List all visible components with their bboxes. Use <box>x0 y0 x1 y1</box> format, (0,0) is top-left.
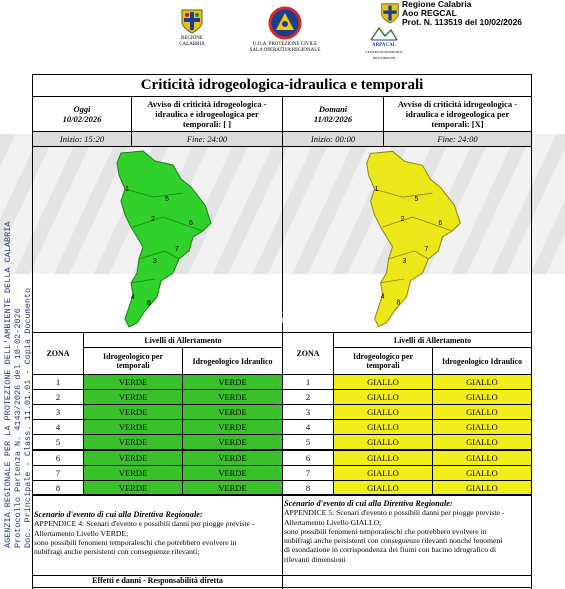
tomorrow-zone-number: 5 <box>282 434 334 451</box>
tomorrow-col-idraulico: Idrogeologico Idraulico <box>432 347 532 375</box>
today-level-temporali: VERDE <box>83 464 183 481</box>
today-zona-header: ZONA <box>32 332 84 375</box>
tomorrow-fine: Fine: 24:00 <box>383 131 532 147</box>
today-zone-number: 6 <box>32 449 84 466</box>
tomorrow-zone-number: 7 <box>282 464 334 481</box>
today-level-idraulico: VERDE <box>182 419 283 436</box>
map-zone-label: 1 <box>125 186 129 193</box>
today-zone-number: 3 <box>32 404 84 421</box>
today-level-temporali: VERDE <box>83 419 183 436</box>
tomorrow-level-temporali: GIALLO <box>333 404 433 421</box>
map-zone-label: 8 <box>147 300 151 307</box>
today-col-idraulico: Idrogeologico Idraulico <box>182 347 283 375</box>
today-zone-number: 5 <box>32 434 84 451</box>
tomorrow-inizio: Inizio: 00:00 <box>282 131 384 147</box>
tomorrow-level-temporali: GIALLO <box>333 389 433 406</box>
tomorrow-zone-number: 2 <box>282 389 334 406</box>
watermark-text: Ciavula <box>205 294 346 339</box>
tomorrow-avviso-cell: Avviso di criticità idrogeologica - idra… <box>383 96 532 132</box>
today-level-temporali: VERDE <box>83 374 183 391</box>
page-title: Criticità idrogeologica-idraulica e temp… <box>32 74 532 97</box>
calabria-map-today: 1 5 2 6 7 3 4 8 <box>116 150 212 328</box>
arpacal-logo: ARPACAL CENTRO FUNZIONALE MULTIRISCHI <box>358 24 410 61</box>
today-level-idraulico: VERDE <box>182 389 283 406</box>
tomorrow-level-temporali: GIALLO <box>333 419 433 436</box>
map-zone-label: 1 <box>375 186 379 193</box>
regione-calabria-logo: REGIONE CALABRIA <box>170 8 214 48</box>
tomorrow-level-idraulico: GIALLO <box>432 404 532 421</box>
tomorrow-level-idraulico: GIALLO <box>432 419 532 436</box>
map-zone-label: 6 <box>438 220 442 227</box>
today-level-temporali: VERDE <box>83 404 183 421</box>
protezione-civile-logo: U.O.A. PROTEZIONE CIVILE SALA OPERATIVA … <box>244 6 326 54</box>
side-protocol-stamp: AGENZIA REGIONALE PER LA PROTEZIONE DELL… <box>3 221 33 548</box>
tomorrow-date-cell: Domani 11/02/2026 <box>282 96 384 132</box>
calabria-map-tomorrow: 1 5 2 6 7 3 4 8 <box>366 150 461 328</box>
today-level-idraulico: VERDE <box>182 374 283 391</box>
today-zone-number: 7 <box>32 464 84 481</box>
tomorrow-level-temporali: GIALLO <box>333 374 433 391</box>
tomorrow-level-idraulico: GIALLO <box>432 479 532 496</box>
arpacal-mountain-icon <box>370 26 398 41</box>
tomorrow-col-temporali: Idrogeologico per temporali <box>333 347 433 375</box>
map-zone-label: 3 <box>403 258 407 265</box>
map-zone-label: 2 <box>401 216 405 223</box>
tomorrow-zone-number: 4 <box>282 419 334 436</box>
today-level-idraulico: VERDE <box>182 434 283 451</box>
tomorrow-scenario: Scenario d'evento di cui alla Direttiva … <box>284 499 505 564</box>
map-zone-label: 7 <box>424 246 428 253</box>
today-level-temporali: VERDE <box>83 434 183 451</box>
today-level-idraulico: VERDE <box>182 479 283 496</box>
stamp-crest-icon <box>381 3 399 24</box>
map-zone-label: 5 <box>414 196 418 203</box>
tomorrow-level-temporali: GIALLO <box>333 434 433 451</box>
today-level-temporali: VERDE <box>83 449 183 466</box>
tomorrow-date: 11/02/2026 <box>313 114 353 124</box>
tomorrow-map-panel: 1 5 2 6 7 3 4 8 <box>282 146 532 333</box>
footer-partial-row-right <box>282 575 532 589</box>
tomorrow-level-idraulico: GIALLO <box>432 449 532 466</box>
tomorrow-level-temporali: GIALLO <box>333 464 433 481</box>
today-fine: Fine: 24:00 <box>131 131 283 147</box>
map-zone-label: 5 <box>165 196 169 203</box>
today-date-cell: Oggi 10/02/2026 <box>32 96 132 132</box>
tomorrow-livelli-header: Livelli di Allertamento <box>333 332 532 348</box>
tomorrow-level-temporali: GIALLO <box>333 449 433 466</box>
protocol-stamp: Regione Calabria Aoo REGCAL Prot. N. 113… <box>402 0 523 27</box>
tomorrow-label: Domani <box>318 104 348 114</box>
today-inizio: Inizio: 15:20 <box>32 131 132 147</box>
map-zone-label: 4 <box>131 294 135 301</box>
tomorrow-level-idraulico: GIALLO <box>432 389 532 406</box>
today-avviso-cell: Avviso di criticità idrogeologica - idra… <box>131 96 283 132</box>
today-level-idraulico: VERDE <box>182 464 283 481</box>
today-zone-number: 4 <box>32 419 84 436</box>
tomorrow-level-idraulico: GIALLO <box>432 464 532 481</box>
today-level-temporali: VERDE <box>83 389 183 406</box>
footer-partial-row: Effetti e danni - Responsabilità diretta <box>32 575 283 589</box>
today-date: 10/02/2026 <box>62 114 102 124</box>
today-map-panel: 1 5 2 6 7 3 4 8 <box>32 146 283 333</box>
tomorrow-level-idraulico: GIALLO <box>432 434 532 451</box>
map-zone-label: 7 <box>175 246 179 253</box>
today-level-idraulico: VERDE <box>182 449 283 466</box>
regione-calabria-crest-icon <box>181 9 203 34</box>
today-level-idraulico: VERDE <box>182 404 283 421</box>
today-label: Oggi <box>73 104 91 114</box>
today-zone-number: 1 <box>32 374 84 391</box>
tomorrow-zone-number: 3 <box>282 404 334 421</box>
tomorrow-level-idraulico: GIALLO <box>432 374 532 391</box>
map-zone-label: 6 <box>189 220 193 227</box>
today-col-temporali: Idrogeologico per temporali <box>83 347 183 375</box>
map-zone-label: 2 <box>151 216 155 223</box>
protezione-civile-emblem-icon <box>268 6 302 40</box>
tomorrow-zone-number: 1 <box>282 374 334 391</box>
today-scenario: Scenario d'evento di cui alla Direttiva … <box>34 510 255 557</box>
map-zone-label: 8 <box>397 300 401 307</box>
map-zone-label: 4 <box>381 294 385 301</box>
today-zone-number: 2 <box>32 389 84 406</box>
map-zone-label: 3 <box>153 258 157 265</box>
tomorrow-zone-number: 6 <box>282 449 334 466</box>
